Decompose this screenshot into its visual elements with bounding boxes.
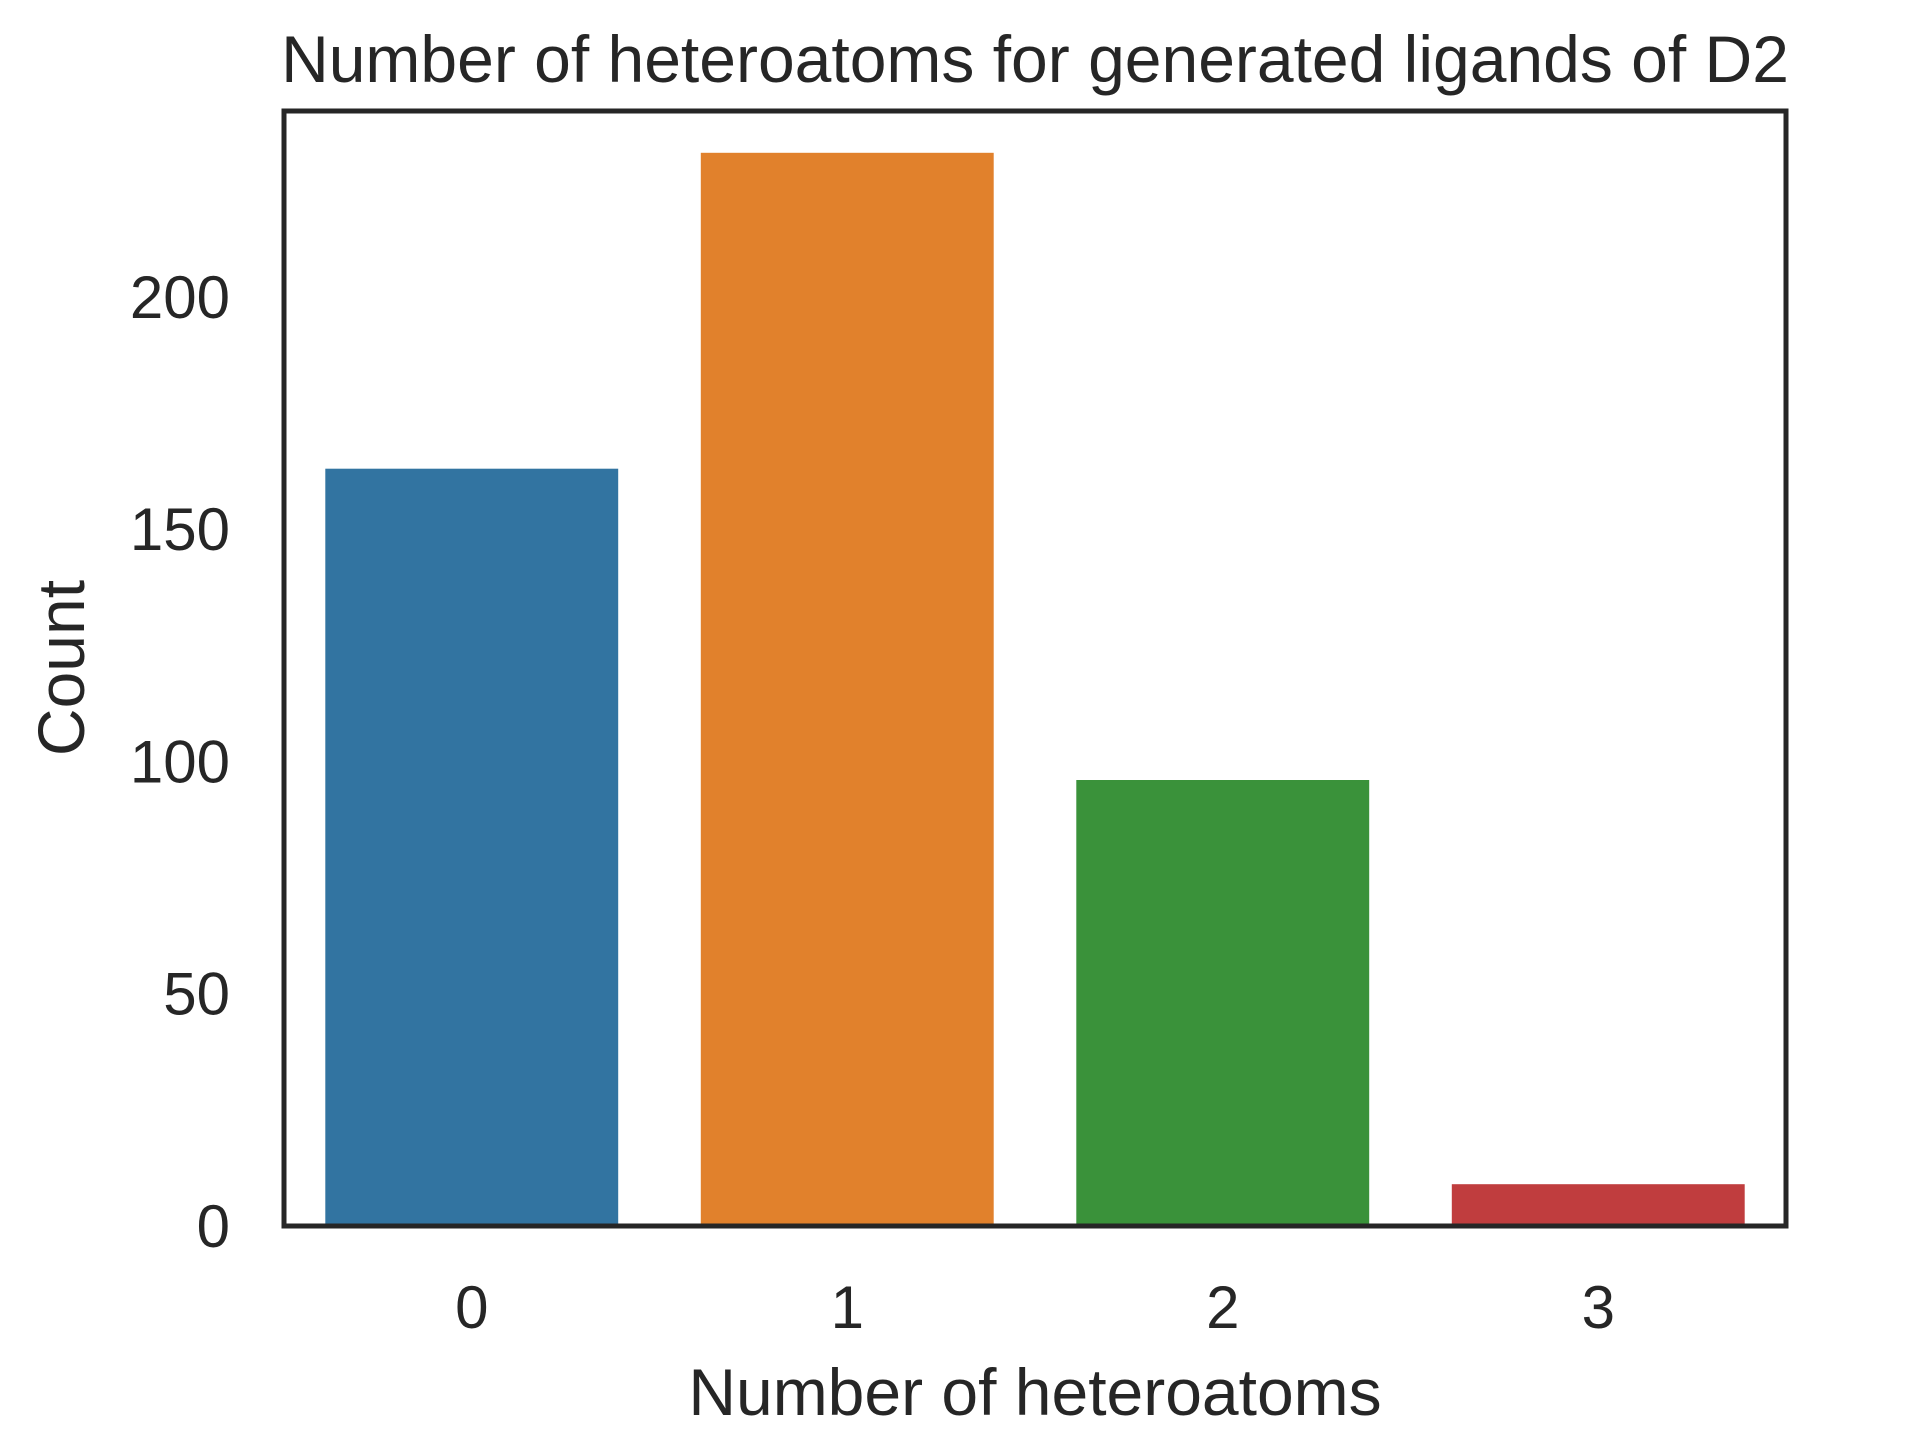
y-tick-label: 50 [163, 961, 230, 1028]
bar-2 [1076, 780, 1370, 1226]
y-tick-labels: 0 50 100 150 200 [130, 264, 230, 1260]
plot-frame [281, 108, 1789, 1229]
y-axis-label: Count [24, 580, 98, 756]
bar-1 [700, 152, 994, 1226]
x-axis-label: Number of heteroatoms [688, 1355, 1381, 1429]
bars [325, 152, 1745, 1226]
x-tick-label: 3 [1582, 1274, 1615, 1341]
x-tick-label: 0 [455, 1274, 488, 1341]
bar-3 [1451, 1184, 1745, 1226]
x-tick-label: 2 [1206, 1274, 1239, 1341]
bar-0 [325, 468, 619, 1226]
y-tick-label: 0 [197, 1193, 230, 1260]
x-tick-label: 1 [831, 1274, 864, 1341]
y-tick-label: 150 [130, 496, 230, 563]
chart-title: Number of heteroatoms for generated liga… [281, 22, 1789, 96]
x-tick-labels: 0 1 2 3 [455, 1274, 1615, 1341]
y-tick-label: 100 [130, 728, 230, 795]
y-tick-label: 200 [130, 264, 230, 331]
